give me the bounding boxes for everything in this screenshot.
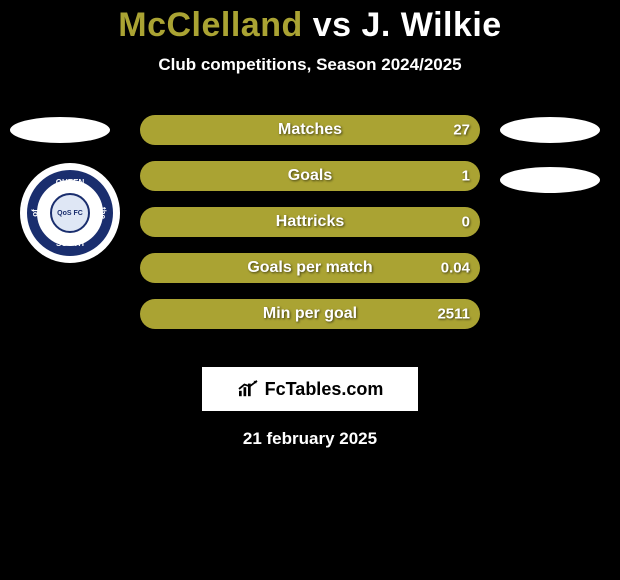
club-badge-inner: QoS FC [50,193,90,233]
stat-label: Min per goal [263,305,357,323]
footer-date: 21 february 2025 [0,429,620,449]
player-badge-right [500,117,600,143]
club-badge-right: the [99,207,108,219]
stat-value-right: 1 [462,168,470,185]
player-badge-right [500,167,600,193]
club-badge: QUEEN SOUTH of the QoS FC [20,163,120,263]
stat-row: Goals 1 [140,161,480,191]
brand-text: FcTables.com [265,379,384,400]
chart-icon [237,380,259,398]
subtitle: Club competitions, Season 2024/2025 [0,55,620,75]
club-badge-left: of [30,209,39,217]
stats-area: Matches 27 Goals 1 Hattricks 0 Goals per match… [0,115,620,345]
brand-logo: FcTables.com [202,367,418,411]
stat-row: Hattricks 0 [140,207,480,237]
stat-label: Goals per match [247,259,372,277]
stat-value-right: 27 [453,122,470,139]
stat-value-right: 2511 [437,306,470,323]
stat-label: Matches [278,121,342,139]
player-left-name: McClelland [118,6,302,44]
player-right-name: J. Wilkie [361,6,501,44]
vs-text: vs [313,6,352,44]
page-title: McClelland vs J. Wilkie [0,0,620,45]
stat-row: Goals per match 0.04 [140,253,480,283]
stat-value-right: 0.04 [441,260,470,277]
stat-bars: Matches 27 Goals 1 Hattricks 0 Goals per match… [140,115,480,345]
club-badge-bottom: SOUTH [56,239,84,248]
stat-row: Min per goal 2511 [140,299,480,329]
stat-label: Hattricks [276,213,344,231]
stat-value-right: 0 [462,214,470,231]
stat-row: Matches 27 [140,115,480,145]
club-badge-top: QUEEN [56,178,84,187]
stat-label: Goals [288,167,332,185]
player-badge-left [10,117,110,143]
